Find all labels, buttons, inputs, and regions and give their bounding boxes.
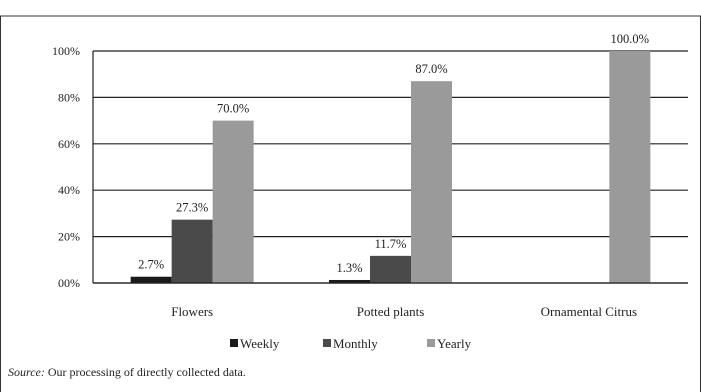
bar bbox=[609, 51, 651, 283]
y-tick-label: 00% bbox=[58, 276, 80, 290]
y-tick-label: 60% bbox=[58, 137, 80, 151]
data-label: 11.7% bbox=[375, 237, 407, 251]
data-label: 70.0% bbox=[217, 102, 249, 116]
bar bbox=[370, 255, 411, 283]
x-category-label: Flowers bbox=[171, 304, 213, 319]
source-text: Our processing of directly collected dat… bbox=[47, 365, 246, 379]
bar bbox=[171, 219, 213, 283]
y-tick-label: 100% bbox=[52, 44, 80, 58]
legend-swatch bbox=[323, 339, 331, 347]
y-tick-label: 80% bbox=[58, 90, 80, 104]
data-label: 87.0% bbox=[415, 62, 447, 76]
bar bbox=[329, 279, 370, 283]
legend-swatch bbox=[427, 339, 435, 347]
data-label: 27.3% bbox=[176, 201, 208, 215]
x-category-label: Potted plants bbox=[357, 304, 425, 319]
y-tick-label: 40% bbox=[58, 183, 80, 197]
data-label: 1.3% bbox=[336, 261, 362, 275]
x-category-label: Ornamental Citrus bbox=[541, 304, 637, 319]
bar bbox=[130, 276, 172, 283]
legend-swatch bbox=[230, 339, 238, 347]
source-label: Source: bbox=[8, 365, 45, 379]
source-note: Source: Our processing of directly colle… bbox=[8, 365, 246, 380]
legend-label: Weekly bbox=[240, 336, 280, 351]
bar bbox=[212, 120, 254, 283]
data-label: 2.7% bbox=[138, 258, 164, 272]
legend-label: Yearly bbox=[437, 336, 472, 351]
y-tick-label: 20% bbox=[58, 230, 80, 244]
bar bbox=[411, 81, 452, 283]
legend-label: Monthly bbox=[333, 336, 378, 351]
data-label: 100.0% bbox=[611, 32, 650, 46]
